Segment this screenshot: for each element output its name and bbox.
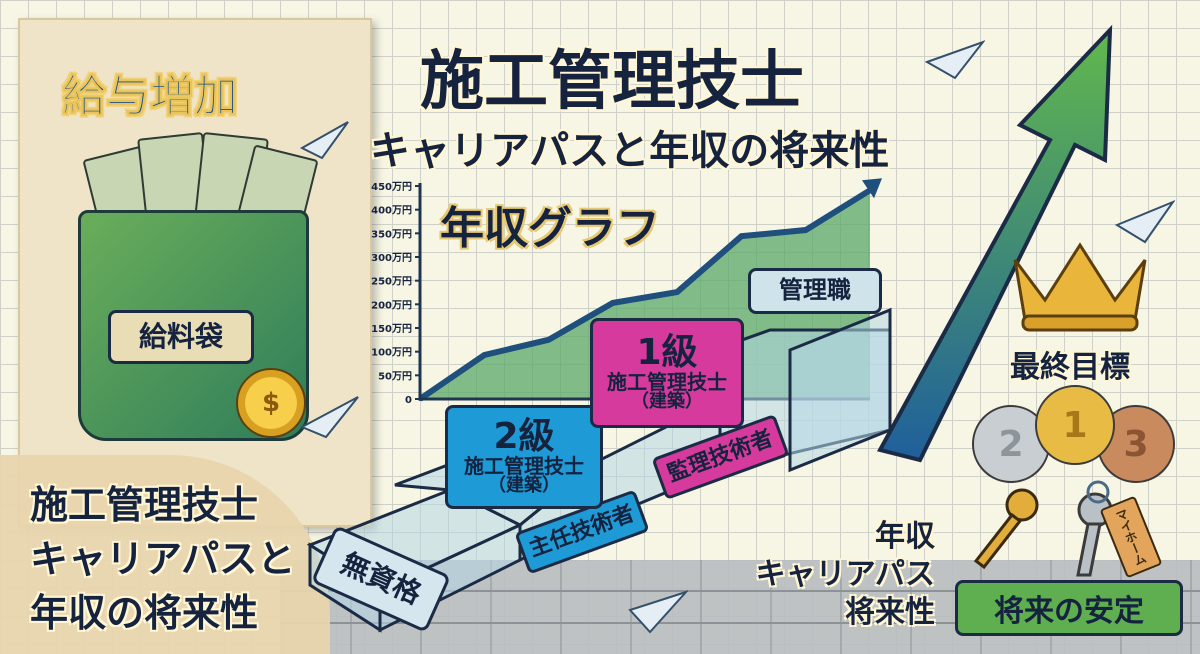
grade1-title: 施工管理技士	[607, 369, 727, 394]
grade2-badge: 2級 施工管理技士 （建築）	[445, 405, 603, 509]
caption-line: 年収の将来性	[30, 591, 259, 635]
y-tick-label: 250万円	[371, 276, 412, 288]
chart-line	[418, 187, 872, 402]
envelope-label: 給料袋	[108, 310, 254, 364]
paper-plane-icon	[925, 40, 985, 80]
grade2-level: 2級	[493, 416, 555, 458]
left-caption: 施工管理技士 キャリアパスと 年収の将来性	[30, 478, 295, 640]
paper-plane-icon	[300, 121, 349, 160]
paper-plane-icon	[628, 590, 688, 634]
y-tick-label: 450万円	[371, 181, 412, 193]
pavement-line	[280, 590, 1200, 592]
future-stability-button[interactable]: 将来の安定	[955, 580, 1183, 636]
chart-title: 年収グラフ	[440, 203, 660, 254]
gold-medal-icon: 1	[1035, 385, 1115, 465]
chart-arrowhead	[862, 178, 882, 199]
grade1-level: 1級	[636, 332, 698, 374]
grade1-field: （建築）	[631, 390, 703, 412]
goal-label: 最終目標	[1010, 350, 1130, 385]
side-caption: 年収 キャリアパス 将来性	[720, 518, 935, 632]
crown-icon	[1013, 242, 1147, 332]
y-tick-label: 200万円	[371, 299, 412, 311]
caption-line: キャリアパス	[755, 557, 935, 592]
y-tick-label: 50万円	[378, 370, 412, 382]
y-tick-label: 400万円	[371, 205, 412, 217]
key-icon	[973, 488, 1039, 570]
growth-arrow-icon	[876, 24, 1113, 463]
chart-point	[546, 337, 551, 342]
y-tick-label: 300万円	[371, 252, 412, 264]
page-subtitle: キャリアパスと年収の将来性	[370, 128, 890, 174]
coin-icon: $	[236, 368, 306, 438]
caption-line: 施工管理技士	[30, 483, 259, 527]
grade2-title: 施工管理技士	[464, 453, 584, 478]
y-tick-label: 150万円	[371, 323, 412, 335]
step-management: 管理職	[748, 268, 882, 314]
chart-point	[482, 352, 487, 357]
page-title: 施工管理技士	[420, 45, 804, 119]
grade2-field: （建築）	[488, 474, 560, 496]
chart-point	[675, 290, 680, 295]
y-tick-label: 100万円	[371, 347, 412, 359]
caption-line: 年収	[875, 519, 935, 554]
grade1-badge: 1級 施工管理技士 （建築）	[590, 318, 744, 428]
y-tick-label: 350万円	[371, 228, 412, 240]
y-tick-label: 0	[405, 395, 412, 406]
chart-point	[803, 228, 808, 233]
chart-point	[610, 300, 615, 305]
caption-line: キャリアパスと	[30, 537, 296, 581]
paper-plane-icon	[300, 396, 359, 439]
caption-line: 将来性	[845, 595, 935, 630]
salary-increase-title: 給与増加	[62, 71, 239, 123]
pavement-line	[280, 622, 1200, 624]
paper-plane-icon	[1115, 200, 1175, 244]
chart-point	[739, 234, 744, 239]
